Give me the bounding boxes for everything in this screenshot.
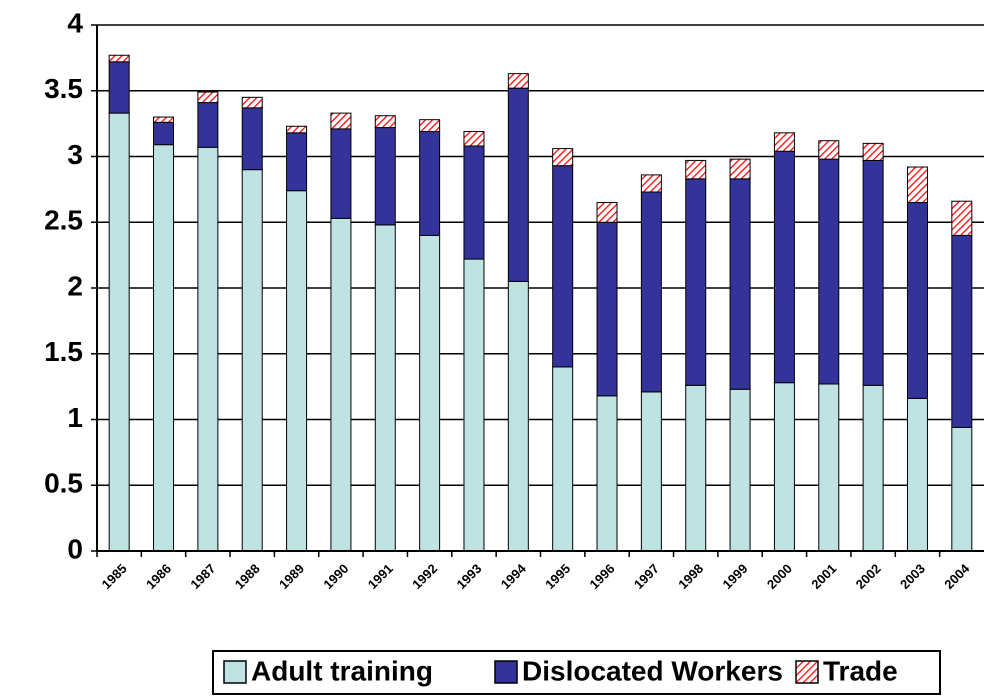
legend-label: Trade: [823, 655, 898, 686]
x-tick-label: 2004: [941, 560, 973, 592]
bar-segment: [419, 119, 441, 133]
bar-segment: [507, 73, 529, 89]
bar-segment: [773, 150, 795, 384]
y-tick-label: 1: [67, 402, 83, 433]
bar-segment: [153, 144, 175, 552]
x-tick-label: 1999: [720, 561, 751, 592]
bar-segment: [862, 159, 884, 386]
x-tick-label: 2003: [897, 561, 928, 592]
bar-segment: [818, 158, 840, 385]
legend-label: Adult training: [251, 655, 433, 686]
bar-segment: [463, 145, 485, 260]
bar-segment: [153, 116, 175, 123]
bar-segment: [596, 395, 618, 552]
bar-segment: [197, 102, 219, 148]
x-tick-label: 2000: [764, 561, 795, 592]
bar-segment: [108, 112, 130, 552]
y-tick-label: 0.5: [44, 468, 83, 499]
x-tick-label: 1985: [99, 561, 130, 592]
bar-segment: [463, 131, 485, 147]
x-tick-label: 1988: [232, 561, 263, 592]
bar-segment: [108, 61, 130, 114]
bar-segment: [374, 224, 396, 552]
bar-segment: [241, 169, 263, 552]
bar-segment: [685, 178, 707, 386]
bar-segment: [552, 148, 574, 167]
bar-segment: [596, 202, 618, 223]
bar-segment: [640, 174, 662, 193]
y-tick-label: 4: [67, 7, 83, 38]
x-tick-label: 1992: [409, 561, 440, 592]
bar-segment: [862, 142, 884, 161]
bar-segment: [596, 221, 618, 397]
y-tick-label: 2: [67, 270, 83, 301]
legend-swatch: [223, 660, 247, 684]
bar-segment: [640, 391, 662, 552]
bar-segment: [729, 388, 751, 552]
bar-segment: [507, 87, 529, 282]
legend-swatch: [795, 660, 819, 684]
bar-segment: [286, 132, 308, 192]
bar-segment: [818, 383, 840, 552]
x-tick-label: 1990: [320, 561, 351, 592]
x-tick-label: 1995: [542, 561, 573, 592]
bar-segment: [906, 397, 928, 552]
bar-segment: [241, 96, 263, 109]
bar-segment: [685, 159, 707, 180]
bar-segment: [374, 127, 396, 226]
bar-segment: [419, 234, 441, 552]
bar-segment: [951, 426, 973, 552]
y-tick-label: 3: [67, 139, 83, 170]
bar-segment: [729, 178, 751, 390]
x-tick-label: 1989: [276, 561, 307, 592]
x-tick-label: 1997: [631, 561, 662, 592]
x-tick-label: 1991: [365, 561, 396, 592]
bar-segment: [773, 382, 795, 552]
bar-segment: [640, 191, 662, 393]
bar-segment: [729, 158, 751, 180]
y-tick-label: 0: [67, 533, 83, 564]
y-tick-label: 3.5: [44, 73, 83, 104]
bar-segment: [552, 165, 574, 368]
bar-segment: [108, 54, 130, 63]
legend-label: Dislocated Workers: [522, 655, 783, 686]
bar-segment: [773, 132, 795, 152]
x-tick-label: 1993: [453, 561, 484, 592]
bar-segment: [419, 131, 441, 236]
legend-box: [212, 650, 941, 695]
bar-segment: [153, 121, 175, 146]
bar-segment: [330, 128, 352, 219]
bar-segment: [241, 107, 263, 171]
x-tick-label: 2001: [808, 561, 839, 592]
bar-segment: [330, 112, 352, 130]
y-tick-label: 2.5: [44, 205, 83, 236]
x-tick-label: 1994: [498, 560, 530, 592]
bar-segment: [330, 217, 352, 552]
bar-segment: [197, 91, 219, 104]
bar-segment: [197, 146, 219, 552]
x-tick-label: 2002: [853, 561, 884, 592]
x-tick-label: 1986: [143, 561, 174, 592]
bar-segment: [507, 280, 529, 552]
bar-segment: [685, 384, 707, 552]
bar-segment: [463, 258, 485, 552]
bar-segment: [374, 115, 396, 129]
bar-segment: [951, 200, 973, 236]
bar-segment: [286, 125, 308, 134]
x-tick-label: 1996: [587, 561, 618, 592]
bar-segment: [906, 202, 928, 399]
bar-segment: [552, 366, 574, 552]
y-tick-label: 1.5: [44, 336, 83, 367]
bar-segment: [906, 166, 928, 204]
x-tick-label: 1998: [675, 561, 706, 592]
bar-segment: [818, 140, 840, 160]
legend-swatch: [494, 660, 518, 684]
bar-segment: [951, 234, 973, 428]
x-tick-label: 1987: [187, 561, 218, 592]
bar-segment: [286, 190, 308, 552]
bar-segment: [862, 384, 884, 552]
